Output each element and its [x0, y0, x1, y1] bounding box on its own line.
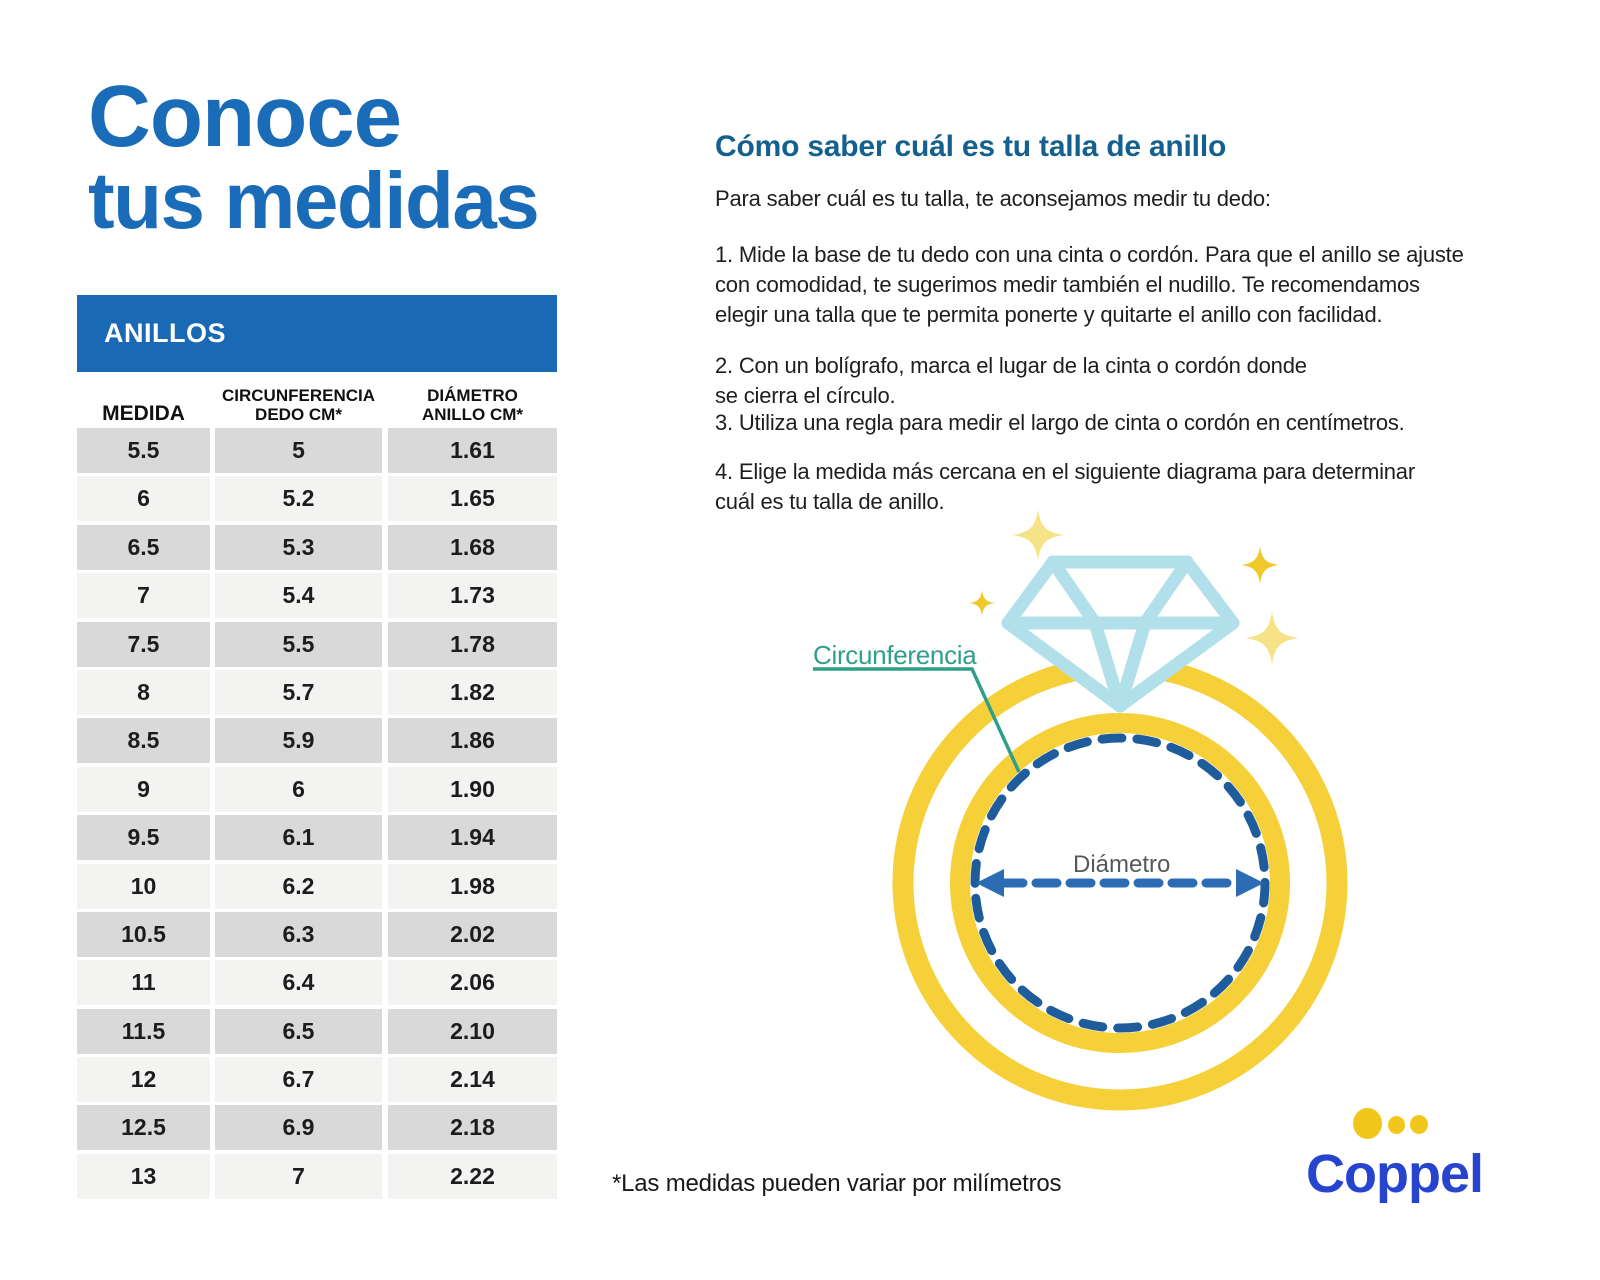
size-table-rows: 5.5 5 1.61 6 5.2 1.65 6.5 5.3 1.68 7 5.4 1.73 7.5 5.5…	[77, 428, 557, 1199]
cell-circunferencia: 5.3	[215, 524, 382, 570]
cell-medida: 10	[77, 863, 210, 909]
cell-circunferencia: 6.1	[215, 815, 382, 861]
table-column-headers: MEDIDA CIRCUNFERENCIA DEDO CM* DIÁMETRO …	[77, 372, 557, 428]
cell-medida: 9.5	[77, 815, 210, 861]
cell-circunferencia: 6.3	[215, 911, 382, 957]
cell-medida: 6	[77, 476, 210, 522]
cell-circunferencia: 6.2	[215, 863, 382, 909]
sparkle-icon	[1245, 611, 1299, 665]
table-row: 5.5 5 1.61	[77, 428, 557, 473]
cell-circunferencia: 5.9	[215, 718, 382, 764]
instructions-intro: Para saber cuál es tu talla, te aconseja…	[715, 186, 1271, 211]
cell-circunferencia: 7	[215, 1153, 382, 1199]
cell-circunferencia: 5.2	[215, 476, 382, 522]
cell-circunferencia: 5.4	[215, 573, 382, 619]
cell-circunferencia: 6.4	[215, 960, 382, 1006]
table-row: 9.5 6.1 1.94	[77, 815, 557, 861]
instruction-step-4: 4. Elige la medida más cercana en el sig…	[715, 459, 1415, 514]
cell-diametro: 2.02	[388, 911, 557, 957]
cell-diametro: 2.10	[388, 1008, 557, 1054]
table-row: 9 6 1.90	[77, 766, 557, 812]
instruction-step-1: 1. Mide la base de tu dedo con una cinta…	[715, 242, 1464, 327]
table-row: 8.5 5.9 1.86	[77, 718, 557, 764]
cell-diametro: 1.78	[388, 621, 557, 667]
instructions-heading: Cómo saber cuál es tu talla de anillo	[715, 130, 1227, 163]
cell-circunferencia: 6	[215, 766, 382, 812]
cell-medida: 11	[77, 960, 210, 1006]
title-line-2: tus medidas	[88, 156, 540, 245]
cell-circunferencia: 5.5	[215, 621, 382, 667]
table-row: 8 5.7 1.82	[77, 669, 557, 715]
table-row: 11 6.4 2.06	[77, 960, 557, 1006]
table-row: 12 6.7 2.14	[77, 1057, 557, 1103]
cell-circunferencia: 6.9	[215, 1105, 382, 1151]
column-header-medida: MEDIDA	[102, 402, 185, 425]
column-header-circunferencia: CIRCUNFERENCIA DEDO CM*	[222, 386, 375, 424]
cell-medida: 12	[77, 1057, 210, 1103]
column-header-diametro: DIÁMETRO ANILLO CM*	[421, 386, 524, 424]
page-title: Conoce tus medidas	[88, 68, 540, 245]
cell-diametro: 1.94	[388, 815, 557, 861]
table-row: 6.5 5.3 1.68	[77, 524, 557, 570]
cell-circunferencia: 5.7	[215, 669, 382, 715]
cell-medida: 8.5	[77, 718, 210, 764]
cell-circunferencia: 6.7	[215, 1057, 382, 1103]
cell-circunferencia: 5	[215, 428, 382, 473]
table-band: ANILLOS	[77, 295, 557, 372]
instruction-step-3: 3. Utiliza una regla para medir el largo…	[715, 410, 1405, 435]
circumference-dashed-circle	[970, 733, 1270, 1033]
table-band-label: ANILLOS	[104, 318, 226, 348]
cell-medida: 8	[77, 669, 210, 715]
cell-medida: 5.5	[77, 428, 210, 473]
table-row: 12.5 6.9 2.18	[77, 1105, 557, 1151]
cell-diametro: 1.61	[388, 428, 557, 473]
diamond-icon	[1001, 555, 1240, 713]
cell-medida: 10.5	[77, 911, 210, 957]
cell-diametro: 1.90	[388, 766, 557, 812]
diameter-label: Diámetro	[1073, 851, 1171, 878]
title-line-1: Conoce	[88, 68, 402, 165]
inner-ring-circle	[950, 713, 1290, 1053]
logo-dot-icon	[1353, 1108, 1382, 1139]
cell-diametro: 1.82	[388, 669, 557, 715]
circumference-label: Circunferencia	[813, 640, 977, 670]
cell-diametro: 1.73	[388, 573, 557, 619]
cell-diametro: 1.68	[388, 524, 557, 570]
table-row: 10 6.2 1.98	[77, 863, 557, 909]
cell-medida: 12.5	[77, 1105, 210, 1151]
table-row: 6 5.2 1.65	[77, 476, 557, 522]
table-row: 13 7 2.22	[77, 1153, 557, 1199]
table-row: 7.5 5.5 1.78	[77, 621, 557, 667]
logo-dot-icon	[1410, 1115, 1428, 1134]
table-row: 10.5 6.3 2.02	[77, 911, 557, 957]
coppel-logo: Coppel	[1300, 1085, 1500, 1205]
cell-medida: 7	[77, 573, 210, 619]
cell-medida: 13	[77, 1153, 210, 1199]
logo-dot-icon	[1388, 1116, 1405, 1134]
cell-diametro: 1.86	[388, 718, 557, 764]
cell-medida: 9	[77, 766, 210, 812]
cell-diametro: 2.22	[388, 1153, 557, 1199]
logo-text: Coppel	[1306, 1144, 1484, 1204]
cell-diametro: 1.65	[388, 476, 557, 522]
table-row: 11.5 6.5 2.10	[77, 1008, 557, 1054]
cell-medida: 11.5	[77, 1008, 210, 1054]
table-row: 7 5.4 1.73	[77, 573, 557, 619]
footnote: *Las medidas pueden variar por milímetro…	[612, 1170, 1062, 1197]
sparkle-icon	[1241, 546, 1279, 584]
cell-circunferencia: 6.5	[215, 1008, 382, 1054]
circumference-connector-line	[813, 667, 1021, 773]
instruction-step-2: 2. Con un bolígrafo, marca el lugar de l…	[715, 353, 1307, 408]
cell-diametro: 2.06	[388, 960, 557, 1006]
cell-medida: 6.5	[77, 524, 210, 570]
outer-ring-circle	[892, 655, 1348, 1111]
cell-medida: 7.5	[77, 621, 210, 667]
cell-diametro: 2.18	[388, 1105, 557, 1151]
cell-diametro: 1.98	[388, 863, 557, 909]
cell-diametro: 2.14	[388, 1057, 557, 1103]
sparkle-icon	[969, 590, 995, 616]
